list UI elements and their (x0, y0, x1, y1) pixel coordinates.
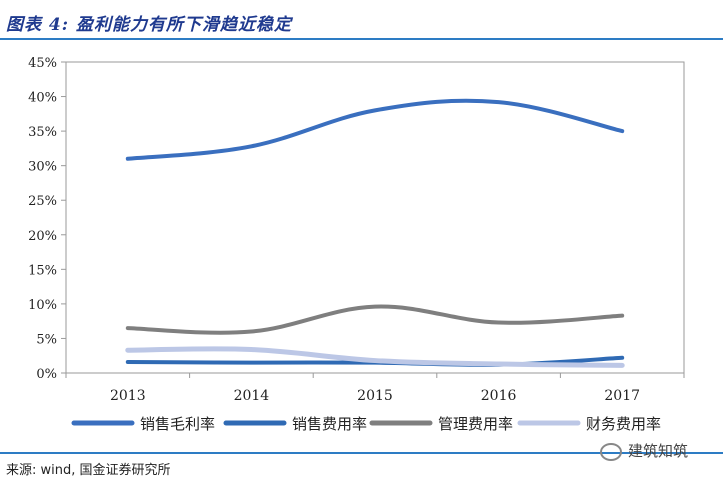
series-line-4 (125, 346, 625, 368)
x-tick-label: 2016 (481, 388, 517, 404)
top-divider (0, 38, 723, 40)
y-tick-label: 10% (28, 298, 57, 313)
y-tick-label: 5% (36, 332, 57, 347)
y-tick-label: 35% (28, 125, 57, 140)
source-note: 来源: wind, 国金证券研究所 (6, 463, 171, 478)
series-line-1 (125, 98, 625, 161)
watermark: 建筑知筑 (600, 440, 688, 461)
series-line-3 (125, 304, 625, 335)
x-tick-label: 2015 (357, 388, 393, 404)
chart-title: 图表 4: 盈利能力有所下滑趋近稳定 (6, 15, 292, 35)
y-tick-label: 15% (28, 263, 57, 278)
y-tick-label: 20% (28, 229, 57, 244)
header: 图表 4: 盈利能力有所下滑趋近稳定 (0, 0, 723, 40)
legend-label-1: 销售毛利率 (140, 415, 215, 433)
y-tick-label: 25% (28, 194, 57, 209)
x-tick-label: 2013 (110, 388, 146, 404)
y-tick-label: 30% (28, 160, 57, 175)
legend-label-3: 管理费用率 (438, 415, 513, 433)
legend-label-2: 销售费用率 (292, 415, 367, 433)
wechat-icon (600, 442, 622, 461)
y-tick-label: 45% (28, 56, 57, 71)
y-tick-label: 40% (28, 91, 57, 106)
legend-label-4: 财务费用率 (586, 415, 661, 433)
plot-frame (65, 61, 685, 374)
x-tick-label: 2017 (604, 388, 640, 404)
line-chart: 0% 5% 10% 15% 20% 25% 30% 35% 40% 45% 2013 2014 2015… (28, 56, 685, 433)
y-tick-label: 0% (36, 367, 57, 382)
watermark-text: 建筑知筑 (628, 442, 689, 460)
x-tick-label: 2014 (234, 388, 270, 404)
bottom-divider (0, 452, 723, 454)
